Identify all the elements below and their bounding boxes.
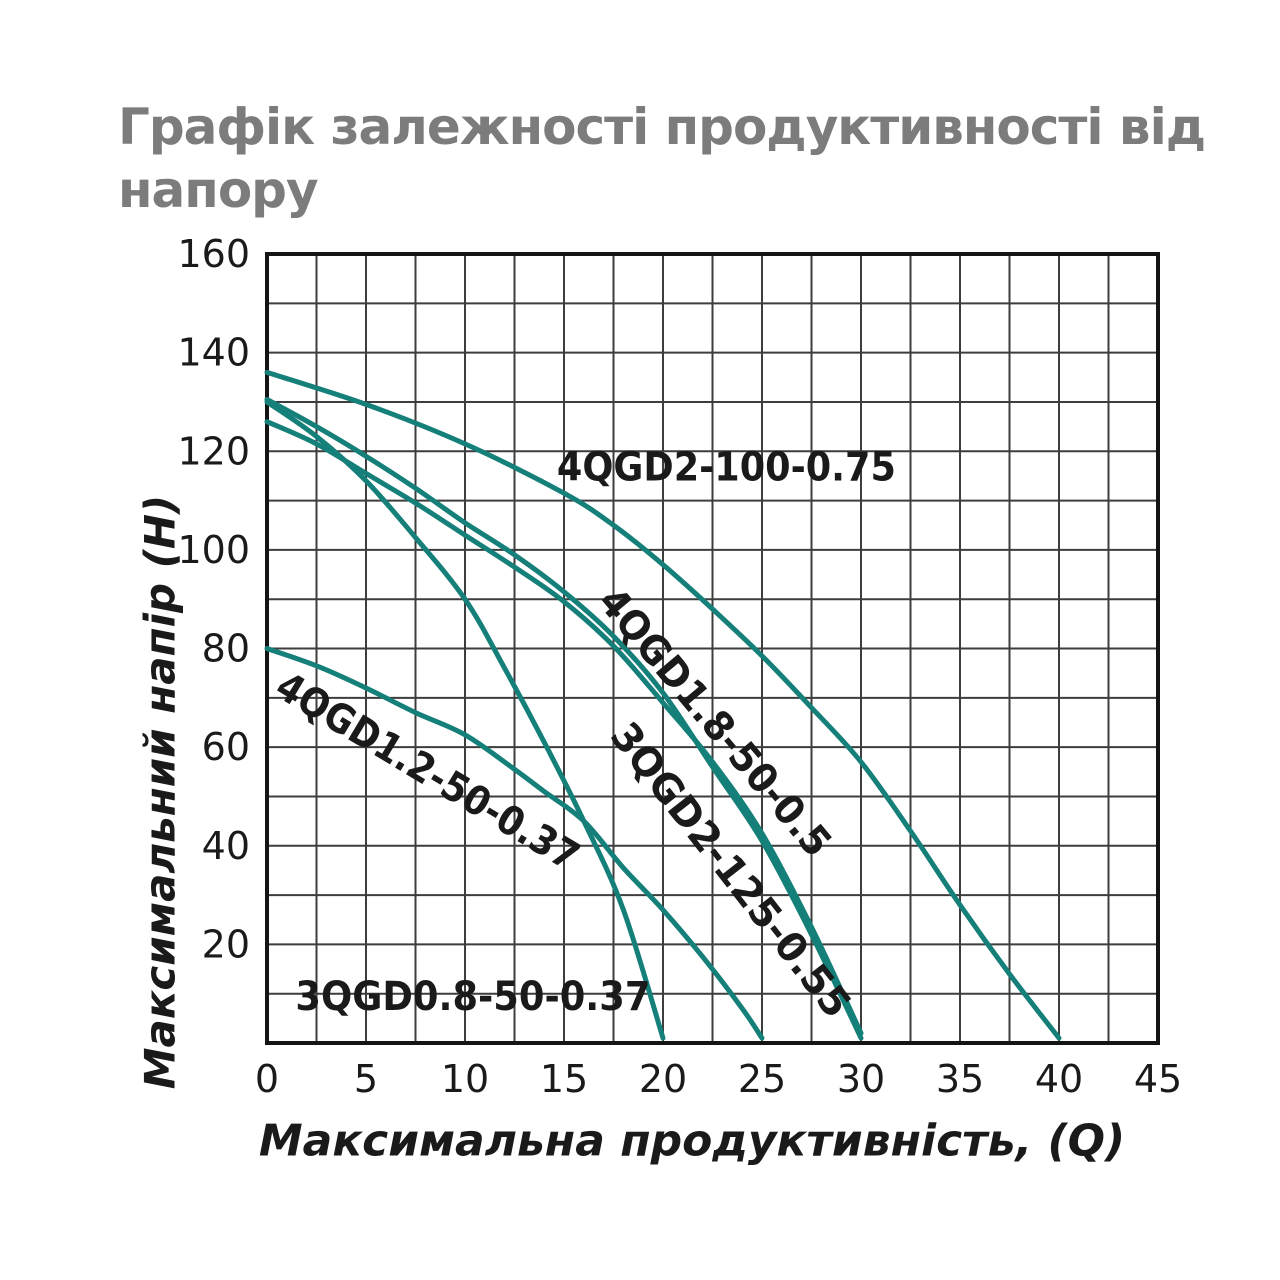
- x-tick-label: 20: [639, 1057, 687, 1101]
- y-tick-label: 40: [202, 824, 250, 868]
- x-tick-label: 30: [837, 1057, 885, 1101]
- y-tick-label: 120: [177, 429, 250, 473]
- curve-4qgd1.8-50-0.5: [264, 397, 864, 1041]
- y-tick-label: 80: [202, 627, 250, 671]
- x-tick-label: 15: [540, 1057, 588, 1101]
- y-tick-label: 140: [177, 331, 250, 375]
- x-tick-label: 5: [354, 1057, 378, 1101]
- x-tick-label: 10: [441, 1057, 489, 1101]
- x-tick-label: 25: [738, 1057, 786, 1101]
- page-title-line-1: Графік залежності продуктивності від: [118, 98, 1206, 156]
- page-title-line-2: напору: [118, 161, 319, 219]
- curve-label-3qgd0.8-50-0.37: 3QGD0.8-50-0.37: [295, 974, 650, 1020]
- curve-label-4qgd2-100-0.75: 4QGD2-100-0.75: [557, 445, 896, 491]
- y-axis-title: Максимальний напір (Н): [136, 495, 185, 1089]
- curve-3qgd2-125-0.55: [264, 419, 864, 1036]
- x-axis-title: Максимальна продуктивність, (Q): [259, 1116, 1125, 1167]
- y-tick-label: 60: [202, 725, 250, 769]
- x-tick-label: 45: [1134, 1057, 1182, 1101]
- y-tick-label: 160: [177, 232, 250, 276]
- curve-3qgd0.8-50-0.37: [264, 399, 666, 1041]
- curve-4qgd2-100-0.75: [264, 369, 1062, 1041]
- y-tick-label: 100: [177, 528, 250, 572]
- page-title: Графік залежності продуктивності від нап…: [118, 96, 1206, 222]
- y-tick-label: 20: [202, 922, 250, 966]
- axis-tick-labels: 0 5 10 15 20 25 30 35 40 45 20 40 60 80 100 120 140 160: [177, 232, 1182, 1101]
- grid: [265, 252, 1160, 1045]
- x-tick-label: 40: [1035, 1057, 1083, 1101]
- curve-labels: 4QGD2-100-0.754QGD1.8-50-0.53QGD2-125-0.…: [268, 445, 896, 1027]
- x-tick-label: 35: [936, 1057, 984, 1101]
- curves: [264, 369, 1062, 1041]
- curve-4qgd1.2-50-0.37: [264, 646, 765, 1041]
- x-tick-label: 0: [255, 1057, 279, 1101]
